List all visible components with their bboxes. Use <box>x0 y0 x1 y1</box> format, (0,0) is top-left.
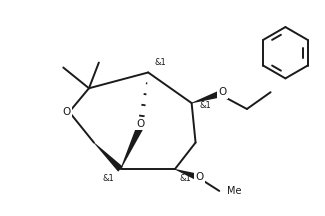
Text: O: O <box>136 119 144 129</box>
Polygon shape <box>94 142 123 172</box>
Text: &1: &1 <box>103 174 114 183</box>
Text: &1: &1 <box>154 57 166 67</box>
Text: O: O <box>218 87 226 97</box>
Polygon shape <box>191 91 220 103</box>
Polygon shape <box>120 125 144 169</box>
Text: O: O <box>195 172 204 182</box>
Text: &1: &1 <box>180 174 191 183</box>
Text: O: O <box>62 107 71 117</box>
Text: &1: &1 <box>200 100 211 110</box>
Text: Me: Me <box>227 186 242 196</box>
Polygon shape <box>175 169 199 180</box>
